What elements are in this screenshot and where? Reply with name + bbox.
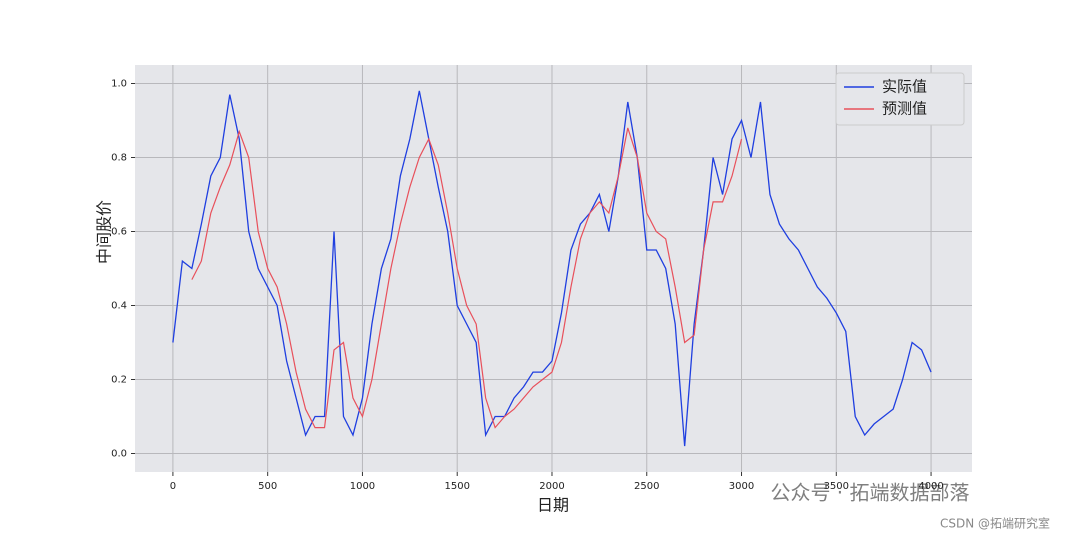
legend-box xyxy=(835,72,965,126)
plot-area xyxy=(135,65,972,472)
y-tick-label: 0.8 xyxy=(111,153,127,164)
legend-label: 实际值 xyxy=(882,78,927,96)
x-tick-label: 3500 xyxy=(824,481,849,492)
x-tick-label: 2500 xyxy=(634,481,659,492)
watermark: 公众号 · 拓端数据部落 xyxy=(770,481,969,505)
y-tick-label: 0.2 xyxy=(111,375,127,386)
x-tick-label: 1000 xyxy=(350,481,375,492)
y-axis-label: 中间股价 xyxy=(95,200,114,264)
x-tick-label: 1500 xyxy=(444,481,469,492)
x-tick-label: 500 xyxy=(258,481,277,492)
x-axis-label: 日期 xyxy=(537,496,569,515)
y-tick-label: 1.0 xyxy=(111,79,127,90)
x-tick-label: 4000 xyxy=(918,481,943,492)
x-tick-label: 2000 xyxy=(539,481,564,492)
x-tick-label: 3000 xyxy=(729,481,754,492)
y-tick-label: 0.6 xyxy=(111,227,127,238)
watermark: CSDN @拓端研究室 xyxy=(940,516,1050,531)
series-line xyxy=(172,90,932,447)
series-line xyxy=(191,127,743,429)
legend-label: 预测值 xyxy=(882,100,927,118)
x-tick-label: 0 xyxy=(170,481,176,492)
y-tick-label: 0.4 xyxy=(111,301,127,312)
y-tick-label: 0.0 xyxy=(111,449,127,460)
